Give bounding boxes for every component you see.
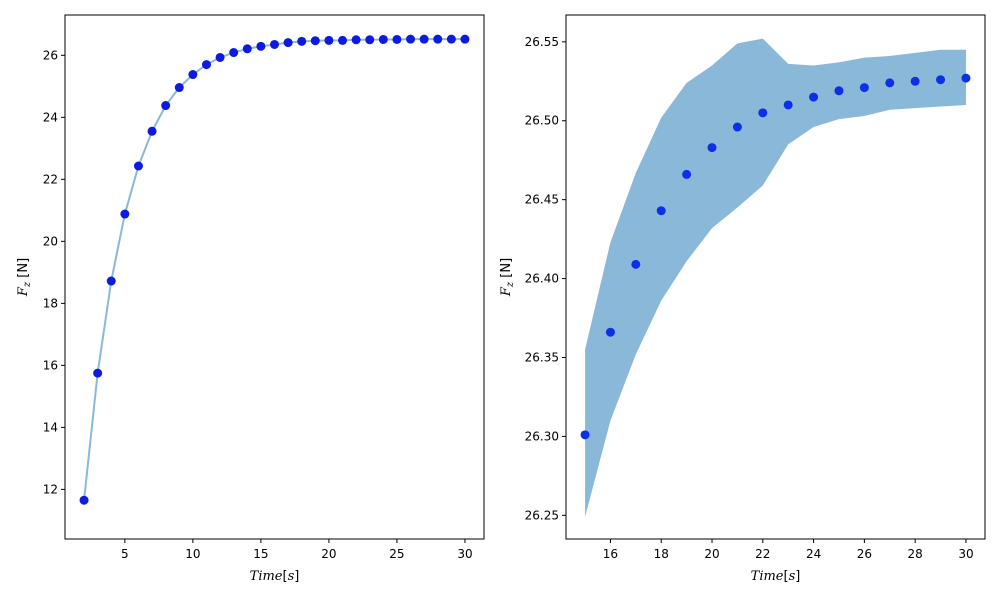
right-data-point xyxy=(834,86,844,96)
left-data-point xyxy=(201,60,211,70)
left-data-point xyxy=(460,34,470,44)
left-data-point xyxy=(133,161,143,171)
right-x-tick-label: 26 xyxy=(857,547,872,561)
right-data-point xyxy=(707,143,717,153)
right-panel: 16 18 20 22 24 26 28 30 26.25 26.30 26.35 26.40 26.4… xyxy=(499,14,986,584)
right-confidence-band xyxy=(585,38,966,517)
right-x-tick-label: 24 xyxy=(806,547,821,561)
left-y-tick-label: 12 xyxy=(43,482,58,496)
left-data-point xyxy=(215,52,225,62)
right-x-tick-label: 20 xyxy=(704,547,719,561)
right-x-tick-label: 30 xyxy=(958,547,973,561)
left-data-point xyxy=(283,38,293,48)
right-x-tick-label: 16 xyxy=(603,547,618,561)
right-y-tick-label: 26.35 xyxy=(525,350,559,364)
right-ticks: 16 18 20 22 24 26 28 30 26.25 26.30 26.35 26.40 26.4… xyxy=(525,35,974,561)
left-panel: 5 10 15 20 25 30 12 14 16 18 20 22 24 26 Time[s] Fz [… xyxy=(16,14,485,584)
right-x-tick-label: 28 xyxy=(908,547,923,561)
right-y-tick-label: 26.45 xyxy=(525,193,559,207)
left-ticks: 5 10 15 20 25 30 12 14 16 18 20 22 24 26 xyxy=(43,48,473,561)
left-data-point xyxy=(297,36,307,46)
right-data-point xyxy=(859,83,869,93)
left-data-point xyxy=(147,126,157,136)
left-data-point xyxy=(256,41,266,51)
left-x-tick-label: 15 xyxy=(253,547,268,561)
left-data-point xyxy=(419,34,429,44)
left-data-point xyxy=(79,495,89,505)
left-data-point xyxy=(161,101,171,111)
left-data-point xyxy=(446,34,456,44)
left-data-point xyxy=(106,276,116,286)
right-data-point xyxy=(758,108,768,118)
right-y-tick-label: 26.55 xyxy=(525,35,559,49)
left-y-tick-label: 24 xyxy=(43,110,58,124)
left-x-tick-label: 20 xyxy=(321,547,336,561)
right-y-tick-label: 26.30 xyxy=(525,429,559,443)
left-y-tick-label: 18 xyxy=(43,296,58,310)
right-x-tick-label: 18 xyxy=(654,547,669,561)
left-data-point xyxy=(378,34,388,44)
left-data-point xyxy=(229,48,239,58)
left-x-axis-label: Time[s] xyxy=(250,569,300,584)
left-data-point xyxy=(406,34,416,44)
left-data-point xyxy=(351,35,361,45)
right-data-point xyxy=(656,206,666,216)
left-data-point xyxy=(242,44,252,54)
left-data-point xyxy=(338,35,348,45)
left-series-line xyxy=(83,38,465,501)
right-data-point xyxy=(682,169,692,179)
left-data-point xyxy=(120,209,130,219)
left-y-axis-label: Fz [N] xyxy=(16,258,33,297)
left-data-point xyxy=(270,39,279,49)
right-x-axis-label: Time[s] xyxy=(751,569,801,584)
right-axes-frame xyxy=(565,14,986,540)
left-data-point xyxy=(324,35,334,45)
right-data-point xyxy=(631,259,641,269)
right-data-point xyxy=(580,430,590,440)
left-axes-frame xyxy=(64,14,485,540)
right-data-point xyxy=(809,92,819,102)
left-x-tick-label: 5 xyxy=(121,547,129,561)
right-data-point xyxy=(961,73,971,83)
right-y-tick-label: 26.40 xyxy=(525,272,559,286)
left-data-point xyxy=(174,83,184,93)
left-x-tick-label: 25 xyxy=(389,547,404,561)
right-data-point xyxy=(936,75,946,85)
left-y-tick-label: 22 xyxy=(43,172,58,186)
right-y-tick-label: 26.50 xyxy=(525,114,559,128)
left-data-point xyxy=(93,368,103,378)
right-y-tick-label: 26.25 xyxy=(525,508,559,522)
right-x-tick-label: 22 xyxy=(755,547,770,561)
right-data-point xyxy=(783,100,793,110)
left-y-tick-label: 26 xyxy=(43,48,58,62)
right-y-axis-label: Fz [N] xyxy=(499,258,516,297)
left-x-tick-label: 30 xyxy=(457,547,472,561)
left-y-tick-label: 20 xyxy=(43,234,58,248)
left-x-tick-label: 10 xyxy=(185,547,200,561)
left-data-point xyxy=(365,35,375,45)
left-data-point xyxy=(392,34,402,44)
left-plot-data xyxy=(79,34,470,505)
right-data-point xyxy=(910,76,920,86)
right-plot-data xyxy=(580,38,971,517)
right-data-point xyxy=(885,78,895,88)
left-data-point xyxy=(310,36,320,46)
left-y-tick-label: 16 xyxy=(43,358,58,372)
left-data-point xyxy=(188,70,198,80)
right-data-point xyxy=(605,327,615,337)
left-data-point xyxy=(433,34,443,44)
right-data-point xyxy=(732,122,742,132)
left-y-tick-label: 14 xyxy=(43,420,58,434)
